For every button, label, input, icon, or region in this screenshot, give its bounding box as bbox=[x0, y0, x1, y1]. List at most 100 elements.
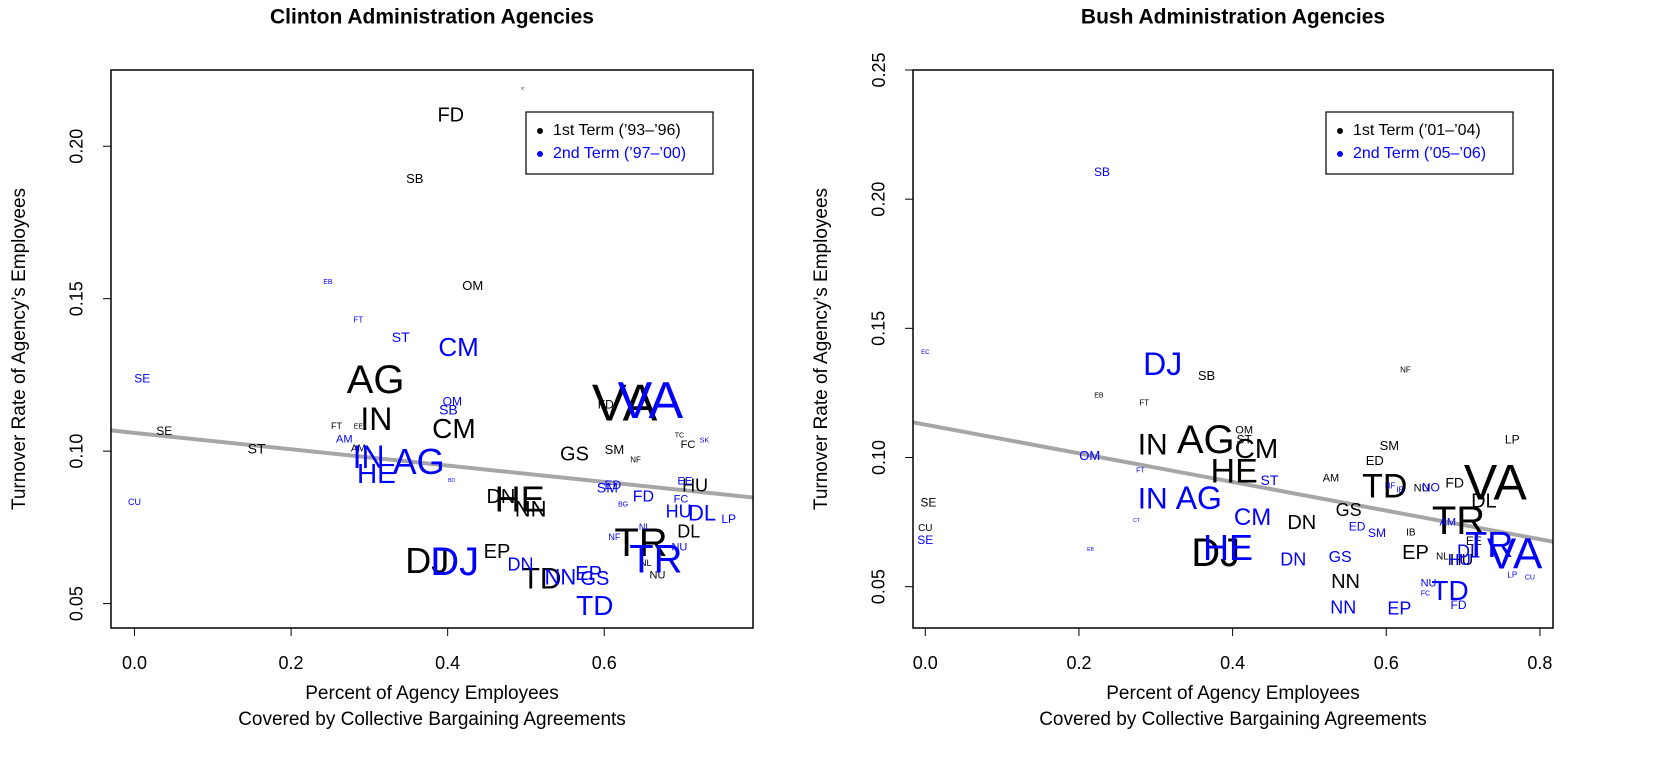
point-label: TC bbox=[675, 433, 684, 440]
point-label: NL bbox=[640, 558, 652, 568]
point-label: SE bbox=[920, 496, 936, 510]
point-label: FC bbox=[1421, 590, 1430, 597]
point-label: NO bbox=[1422, 481, 1440, 495]
legend-label: 1st Term (’01–’04) bbox=[1353, 122, 1481, 139]
point-label: EC bbox=[921, 350, 930, 356]
point-label: SM bbox=[597, 479, 618, 495]
legend-marker bbox=[1337, 151, 1343, 157]
y-axis-label: Turnover Rate of Agency’s Employees bbox=[9, 188, 30, 510]
point-label: DJ bbox=[405, 540, 449, 581]
point-label: CU bbox=[128, 497, 141, 507]
plot-frame bbox=[110, 69, 754, 629]
point-label: GS bbox=[1329, 549, 1352, 566]
point-label: CM bbox=[1235, 433, 1279, 464]
point-label: VA bbox=[1487, 529, 1543, 578]
point-label: NN bbox=[1331, 571, 1360, 593]
y-tick-label: 0.15 bbox=[869, 311, 889, 346]
plot-frame bbox=[912, 69, 1554, 629]
point-label: EP bbox=[1402, 542, 1429, 564]
point-label: NN bbox=[545, 564, 577, 589]
point-label: NU bbox=[1421, 577, 1437, 589]
point-label: CM bbox=[438, 332, 478, 362]
x-axis-label: Percent of Agency Employees bbox=[1106, 683, 1359, 704]
point-label: GS bbox=[560, 444, 589, 466]
point-label: NU bbox=[1414, 482, 1430, 494]
point-label: CU bbox=[918, 523, 932, 534]
point-label: TD bbox=[1431, 575, 1468, 606]
point-label: DN bbox=[1280, 549, 1306, 569]
point-label: ED bbox=[1349, 520, 1366, 534]
point-label: TD bbox=[1362, 467, 1407, 505]
x-tick-label: 0.8 bbox=[1527, 653, 1552, 673]
plot-panel: Bush Administration Agencies 0.0 0.2 0.4 0.6… bbox=[811, 6, 1554, 730]
point-label: OM bbox=[1079, 448, 1100, 463]
point-label: ST bbox=[392, 329, 410, 345]
point-label: EP bbox=[484, 541, 511, 563]
point-label: FC bbox=[674, 494, 689, 506]
point-label: OM bbox=[462, 278, 483, 293]
point-label: AG bbox=[1176, 480, 1222, 516]
point-label: ST bbox=[1261, 472, 1279, 488]
point-label: DL bbox=[1471, 491, 1497, 513]
point-label: GS bbox=[580, 568, 609, 590]
point-label: EB bbox=[1087, 547, 1094, 553]
point-label: FT bbox=[1136, 467, 1145, 474]
point-label: ED bbox=[1366, 453, 1384, 468]
point-label: NF bbox=[608, 532, 620, 542]
point-label: SM bbox=[1368, 526, 1386, 540]
point-label: SK bbox=[700, 437, 710, 444]
point-label: DL bbox=[688, 500, 716, 525]
point-label: IB bbox=[1396, 486, 1404, 495]
point-label: TR bbox=[629, 537, 682, 581]
legend-label: 2nd Term (’97–’00) bbox=[553, 145, 686, 162]
y-tick-label: 0.10 bbox=[67, 434, 87, 469]
x-axis-label: Covered by Collective Bargaining Agreeme… bbox=[238, 709, 626, 730]
x-tick-label: 0.2 bbox=[279, 653, 304, 673]
point-label: FT bbox=[331, 421, 342, 431]
point-label: EE bbox=[354, 424, 364, 431]
point-label: LP bbox=[1505, 433, 1520, 447]
point-label: DN bbox=[486, 486, 515, 508]
point-label: FD bbox=[1445, 474, 1464, 490]
point-label: IB bbox=[1406, 527, 1416, 538]
point-label: FD bbox=[437, 105, 464, 127]
point-label: AM bbox=[336, 433, 353, 445]
point-label: ST bbox=[248, 440, 266, 456]
point-label: DL bbox=[1457, 541, 1480, 561]
point-label: AG bbox=[347, 358, 405, 402]
point-label: SB bbox=[1198, 368, 1215, 383]
x-tick-label: 0.6 bbox=[1374, 653, 1399, 673]
chart-title: Bush Administration Agencies bbox=[1081, 6, 1385, 29]
point-label: NN bbox=[1330, 597, 1356, 617]
point-label: EP bbox=[1387, 598, 1411, 618]
chart-title: Clinton Administration Agencies bbox=[270, 6, 594, 29]
point-label: VA bbox=[592, 374, 658, 432]
point-label: SE bbox=[917, 533, 933, 547]
x-tick-label: 0.0 bbox=[122, 653, 147, 673]
point-label: BD bbox=[448, 478, 455, 484]
point-label: TR bbox=[614, 521, 667, 565]
point-label: GS bbox=[1336, 500, 1362, 520]
point-label: TR bbox=[1432, 499, 1485, 543]
trend-line bbox=[913, 420, 1553, 544]
point-label: DJ bbox=[430, 540, 479, 584]
point-label: SE bbox=[134, 372, 150, 386]
point-label: FD bbox=[1450, 598, 1466, 612]
legend-box bbox=[1325, 111, 1514, 175]
y-tick-label: 0.25 bbox=[869, 52, 889, 87]
point-label: LP bbox=[721, 512, 736, 526]
y-tick-label: 0.05 bbox=[67, 586, 87, 621]
point-label: TR bbox=[1465, 524, 1513, 565]
point-label: EB bbox=[323, 279, 333, 286]
point-label: SE bbox=[156, 424, 172, 438]
point-label: IN bbox=[353, 439, 385, 475]
point-label: AM bbox=[1439, 517, 1456, 529]
point-label: NI bbox=[639, 522, 648, 532]
point-label: NL bbox=[1436, 551, 1449, 562]
point-label: SM bbox=[1380, 438, 1400, 453]
point-label: HU bbox=[1448, 552, 1471, 569]
point-label: VA bbox=[1464, 455, 1528, 511]
point-label: HU bbox=[1450, 552, 1473, 569]
point-label: CT bbox=[1133, 518, 1140, 524]
point-label: SB bbox=[406, 171, 423, 186]
